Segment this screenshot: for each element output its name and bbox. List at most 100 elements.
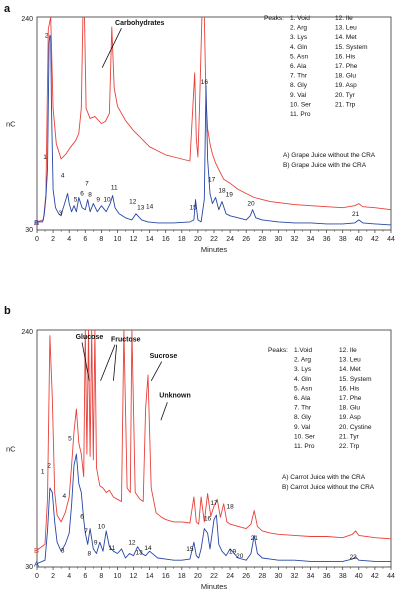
x-tick-label: 44 (387, 236, 395, 243)
x-tick-label: 16 (162, 236, 170, 243)
peak-label: 12 (129, 199, 137, 206)
peaks-key-item: 12. Ile (335, 15, 353, 22)
panel-label: a (4, 3, 11, 15)
x-tick-label: 30 (274, 236, 282, 243)
peaks-key-item: 20. Cystine (339, 424, 372, 431)
peak-label: 10 (98, 524, 106, 531)
peaks-key-item: 16. His (339, 385, 360, 392)
peak-label: 3 (59, 210, 63, 217)
peak-label: 19 (229, 548, 237, 555)
peak-label: 6 (80, 513, 84, 520)
x-tick-label: 36 (323, 573, 331, 580)
annotation-leader (160, 402, 168, 421)
x-tick-label: 26 (242, 236, 250, 243)
peaks-key-item: 2. Arg (290, 25, 307, 32)
annotation-label: Fructose (111, 336, 141, 343)
peak-label: 4 (63, 493, 67, 500)
x-tick-label: 0 (35, 573, 39, 580)
peaks-key-item: 1.Void (294, 347, 312, 354)
peak-label: 5 (74, 197, 78, 204)
x-tick-label: 12 (130, 236, 138, 243)
x-axis-label: Minutes (201, 245, 228, 254)
peak-label: 10 (103, 197, 111, 204)
x-tick-label: 14 (146, 236, 154, 243)
legend-entry: B) Grape Juice with the CRA (283, 162, 367, 169)
peaks-key-item: 7. Thr (290, 73, 308, 80)
chart-panel-b: b0 2 4 6 8 10 12 14 16 18 20 22 24 26 28 30 32 34 36 38 40 42… (4, 305, 395, 591)
peak-label: 15 (189, 205, 197, 212)
x-tick-label: 6 (83, 573, 87, 580)
annotation-leader (101, 27, 122, 68)
x-tick-label: 44 (387, 573, 395, 580)
peak-label: 2 (47, 463, 51, 470)
peaks-key-item: 18. Glu (339, 405, 360, 412)
peaks-key-item: 20. Tyr (335, 92, 356, 99)
peak-label: 6 (80, 191, 84, 198)
trace-marker-b: B (34, 218, 39, 227)
peak-label: 22 (350, 554, 358, 561)
annotation-label: Glucose (76, 334, 104, 341)
x-tick-label: 22 (210, 573, 218, 580)
peaks-key-item: 22. Trp (339, 443, 360, 450)
y-min-label: 30 (25, 227, 33, 234)
x-tick-label: 38 (339, 236, 347, 243)
peaks-key-item: 21. Trp (335, 101, 356, 108)
peaks-key-item: 19. Asp (335, 82, 357, 89)
peaks-key-item: 17. Phe (335, 63, 358, 70)
peaks-key-item: 4. Gln (294, 376, 312, 383)
peak-label: 9 (96, 197, 100, 204)
chart-panel-a: a0 2 4 6 8 10 12 14 16 18 20 22 24 26 28 30 32 34 36 38 40 42… (4, 3, 395, 254)
peak-label: 8 (87, 551, 91, 558)
peak-label: 7 (84, 528, 88, 535)
x-tick-label: 8 (99, 236, 103, 243)
peaks-key-title: Peaks: (264, 15, 284, 22)
peak-label: 17 (210, 500, 218, 507)
peak-label: 11 (108, 545, 115, 552)
peak-label: 19 (226, 192, 234, 199)
peak-label: 16 (204, 516, 212, 523)
annotation-label: Sucrose (150, 353, 178, 360)
x-tick-label: 26 (242, 573, 250, 580)
x-tick-label: 42 (371, 236, 379, 243)
peak-label: 12 (128, 539, 136, 546)
x-tick-label: 4 (67, 573, 71, 580)
peaks-key-item: 7. Thr (294, 405, 312, 412)
x-tick-label: 32 (291, 573, 299, 580)
x-tick-label: 42 (371, 573, 379, 580)
peaks-key-item: 13. Leu (335, 25, 357, 32)
x-tick-label: 4 (67, 236, 71, 243)
y-min-label: 30 (25, 564, 33, 571)
annotation-leader (150, 361, 163, 381)
peak-label: 15 (186, 546, 194, 553)
x-tick-label: 6 (83, 236, 87, 243)
peak-label: 3 (61, 547, 65, 554)
y-max-label: 240 (21, 329, 33, 336)
peak-label: 18 (218, 187, 226, 194)
x-tick-label: 2 (51, 236, 55, 243)
peaks-key-item: 11. Pro (290, 111, 311, 118)
peaks-key-item: 3. Lys (290, 34, 308, 41)
peaks-key-item: 6. Ala (294, 395, 311, 402)
peaks-key-item: 14. Met (335, 34, 357, 41)
peaks-key-item: 10. Ser (290, 101, 312, 108)
peak-label: 20 (236, 553, 244, 560)
peaks-key-item: 13. Leu (339, 357, 361, 364)
legend-entry: A) Grape Juice without the CRA (283, 152, 376, 159)
peaks-key-item: 10. Ser (294, 433, 316, 440)
peaks-key-item: 8. Gly (290, 82, 308, 89)
peak-label: 11 (111, 184, 118, 191)
peak-label: 14 (146, 204, 154, 211)
annotation-label: Unknown (159, 393, 191, 400)
y-axis-label: nC (6, 445, 16, 454)
x-tick-label: 24 (226, 573, 234, 580)
series-line-b (37, 34, 391, 226)
y-max-label: 240 (21, 16, 33, 23)
x-tick-label: 40 (355, 236, 363, 243)
series-line-a (37, 17, 391, 223)
peak-label: 7 (85, 180, 89, 187)
peaks-key-item: 5. Asn (290, 53, 308, 60)
peaks-key-item: 21. Tyr (339, 433, 360, 440)
peaks-key-item: 3. Lys (294, 366, 312, 373)
x-tick-label: 32 (291, 236, 299, 243)
